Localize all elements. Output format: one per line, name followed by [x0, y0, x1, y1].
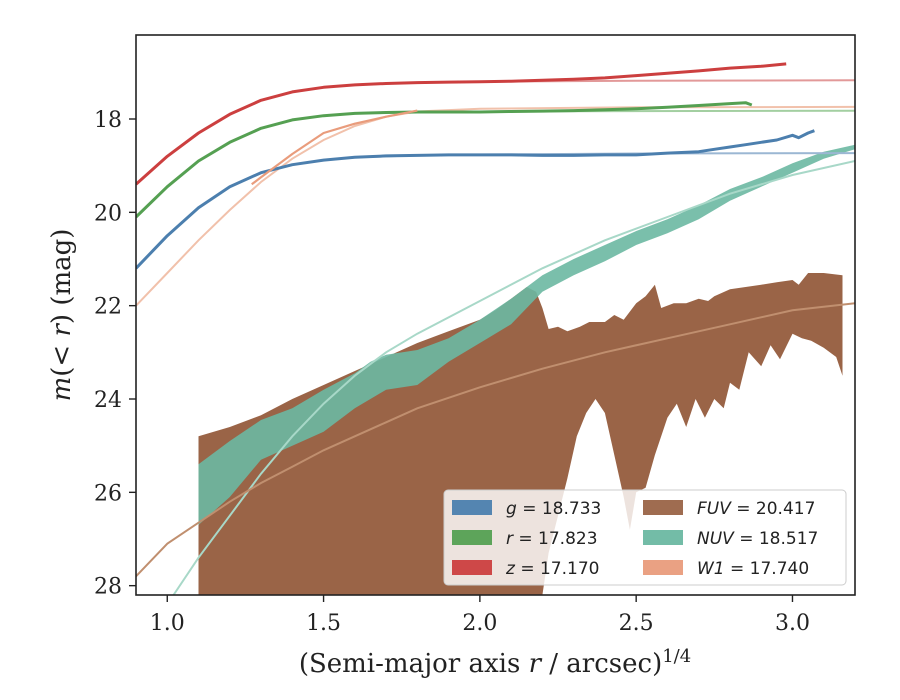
legend-label-g: g = 18.733: [506, 499, 601, 519]
y-axis-label-open: (<: [47, 337, 77, 377]
legend-var: NUV: [697, 529, 735, 549]
legend-label-nuv: NUV = 18.517: [697, 529, 818, 549]
y-tick-label: 24: [94, 388, 122, 413]
legend-value: = 20.417: [731, 499, 816, 519]
band-layer: [198, 144, 855, 595]
y-axis-label-var-r: r: [47, 323, 77, 337]
r-profile-line: [136, 101, 753, 219]
legend-swatch-w1: [643, 560, 683, 575]
y-tick-label: 18: [94, 108, 122, 133]
legend-value: = 17.170: [515, 559, 600, 579]
legend-value: = 18.733: [517, 499, 602, 519]
tick-layer: 1.0 1.5 2.0 2.5 3.0 18 20 22 24 26 28: [94, 108, 810, 636]
nuv-model-curve: [172, 160, 855, 595]
g-profile-line: [136, 129, 815, 270]
y-axis-label-var-m: m: [47, 377, 77, 402]
legend-value: = 18.517: [734, 529, 819, 549]
legend-entry-fuv: FUV = 20.417: [643, 499, 815, 519]
x-tick-label: 2.5: [619, 611, 654, 636]
x-axis-label: (Semi-major axis r / arcsec)1/4: [299, 646, 691, 679]
legend-var: z: [505, 559, 516, 579]
y-tick-label: 28: [94, 575, 122, 600]
y-tick-label: 26: [94, 481, 122, 506]
y-axis-label-unit: ) (mag): [47, 229, 77, 325]
legend-swatch-fuv: [643, 500, 683, 515]
legend-entry-nuv: NUV = 18.517: [643, 529, 818, 549]
data-line-layer: [136, 62, 815, 270]
x-tick-label: 2.0: [462, 611, 497, 636]
legend-swatch-z: [452, 560, 492, 575]
legend-entry-r: r = 17.823: [452, 529, 598, 549]
x-axis-label-main: (Semi-major axis: [299, 649, 529, 679]
plot-frame: [135, 34, 856, 596]
x-axis-label-var: r: [529, 649, 543, 679]
fuv-model-curve: [136, 302, 855, 577]
legend-label-r: r = 17.823: [506, 529, 598, 549]
legend-swatch-r: [452, 530, 492, 545]
legend-entry-w1: W1 = 17.740: [643, 559, 809, 579]
legend-var: g: [506, 499, 517, 519]
z-profile-line: [136, 62, 787, 186]
legend-var: r: [506, 529, 514, 549]
x-tick-label: 1.5: [306, 611, 341, 636]
legend-swatch-g: [452, 500, 492, 515]
legend-var: W1: [697, 559, 725, 579]
y-tick-label: 22: [94, 295, 122, 320]
x-axis-label-exponent: 1/4: [662, 646, 691, 667]
legend-value: = 17.740: [725, 559, 810, 579]
legend-entry-z: z = 17.170: [452, 559, 599, 579]
legend-label-w1: W1 = 17.740: [697, 559, 809, 579]
legend-var: FUV: [697, 499, 732, 519]
fuv-band: [198, 273, 843, 595]
y-axis-label: m(< r) (mag): [47, 229, 77, 402]
legend-label-fuv: FUV = 20.417: [697, 499, 815, 519]
x-tick-label: 3.0: [775, 611, 810, 636]
legend-label-z: z = 17.170: [505, 559, 599, 579]
w1-model-curve: [136, 105, 855, 307]
x-axis-label-unit: / arcsec): [541, 649, 662, 679]
y-tick-label: 20: [94, 201, 122, 226]
legend-value: = 17.823: [513, 529, 598, 549]
legend-entry-g: g = 18.733: [452, 499, 601, 519]
w1-profile-line: [251, 109, 418, 186]
x-tick-label: 1.0: [150, 611, 185, 636]
legend-swatch-nuv: [643, 530, 683, 545]
